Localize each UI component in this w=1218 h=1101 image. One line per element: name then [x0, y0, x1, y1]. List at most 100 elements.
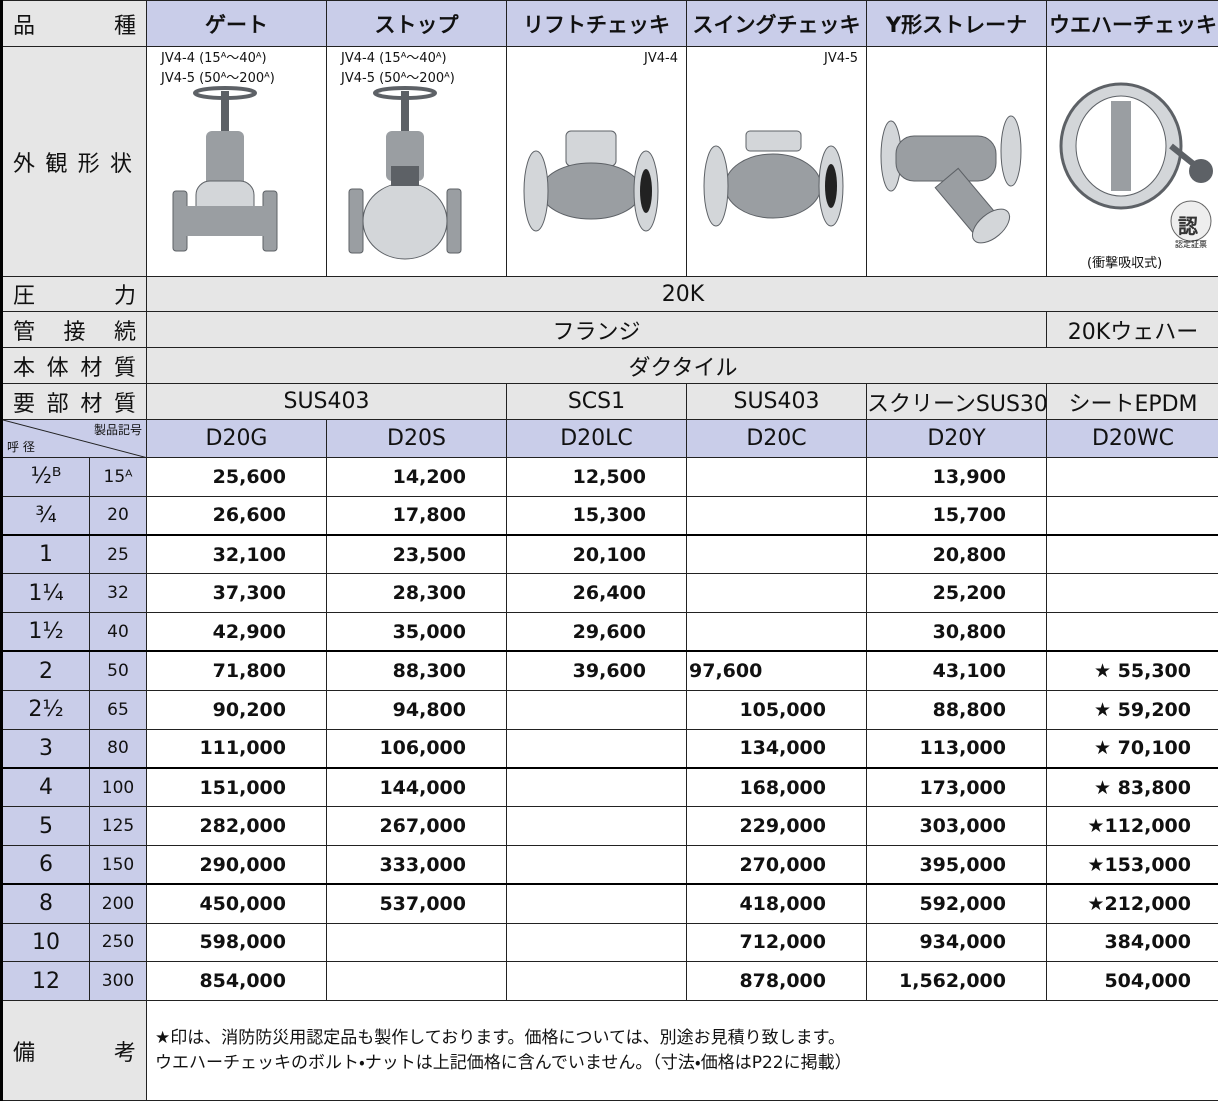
price-cell: 113,000	[867, 729, 1047, 768]
price-cell: 32,100	[147, 535, 327, 574]
price-cell: 106,000	[327, 729, 507, 768]
valve-photo	[691, 71, 861, 271]
model-note: JV4-4 (15ᴬ～40ᴬ)	[147, 47, 326, 67]
size-mm: 20	[90, 496, 147, 535]
price-cell: 712,000	[687, 923, 867, 962]
price-cell: ★112,000	[1047, 807, 1218, 846]
price-cell: ★ 70,100	[1047, 729, 1218, 768]
row-label: 品 種	[2, 1, 147, 47]
price-cell: 144,000	[327, 768, 507, 807]
price-cell	[507, 923, 687, 962]
product-photo-cell: JV4-4 (15ᴬ～40ᴬ)JV4-5 (50ᴬ～200ᴬ)	[147, 47, 327, 277]
price-cell: 1,562,000	[867, 962, 1047, 1001]
size-inch: 4	[2, 768, 90, 807]
price-cell: ★ 55,300	[1047, 651, 1218, 690]
price-cell: 229,000	[687, 807, 867, 846]
size-inch: 1	[2, 535, 90, 574]
price-cell	[327, 962, 507, 1001]
size-mm: 80	[90, 729, 147, 768]
price-cell: 598,000	[147, 923, 327, 962]
size-mm: 200	[90, 884, 147, 923]
price-cell: 12,500	[507, 458, 687, 497]
size-mm: 150	[90, 845, 147, 884]
price-cell	[507, 768, 687, 807]
product-name: リフトチェッキ	[507, 1, 687, 47]
size-inch: ¾	[2, 496, 90, 535]
row-label: 要部材質	[2, 384, 147, 420]
row-label: 備 考	[2, 1001, 147, 1101]
approval-stamp: 認	[1178, 210, 1198, 239]
price-cell: 30,800	[867, 613, 1047, 652]
price-cell: 25,600	[147, 458, 327, 497]
model-note: JV4-5 (50ᴬ～200ᴬ)	[327, 67, 506, 87]
valve-photo	[331, 71, 501, 271]
product-code: D20Y	[867, 420, 1047, 458]
row-label: 管 接 続	[2, 312, 147, 348]
price-cell: 384,000	[1047, 923, 1218, 962]
model-note: JV4-4	[507, 47, 686, 67]
table-row: 本体材質ダクタイル	[2, 348, 1218, 384]
price-cell: 395,000	[867, 845, 1047, 884]
price-cell: 15,300	[507, 496, 687, 535]
size-mm: 15ᴬ	[90, 458, 147, 497]
model-note: (衝撃吸収式)	[1087, 255, 1162, 272]
price-cell: 290,000	[147, 845, 327, 884]
price-cell: 28,300	[327, 574, 507, 613]
product-photo-cell: (衝撃吸収式) 認認定証票	[1047, 47, 1218, 277]
price-cell: 934,000	[867, 923, 1047, 962]
size-inch: 3	[2, 729, 90, 768]
table-row: 備 考 ★印は、消防防災用認定品も製作しております。価格については、別途お見積り致…	[2, 1001, 1218, 1101]
size-inch: 2	[2, 651, 90, 690]
product-name: スイングチェッキ	[687, 1, 867, 47]
size-inch: 1½	[2, 613, 90, 652]
price-cell: 14,200	[327, 458, 507, 497]
model-note: JV4-5	[687, 47, 866, 67]
product-code: D20WC	[1047, 420, 1218, 458]
valve-photo	[151, 71, 321, 271]
size-inch: 12	[2, 962, 90, 1001]
price-cell: 15,700	[867, 496, 1047, 535]
size-inch: 10	[2, 923, 90, 962]
price-cell: ★ 83,800	[1047, 768, 1218, 807]
size-mm: 250	[90, 923, 147, 962]
price-cell: 267,000	[327, 807, 507, 846]
price-cell: 418,000	[687, 884, 867, 923]
price-cell: 592,000	[867, 884, 1047, 923]
size-mm: 40	[90, 613, 147, 652]
price-cell: 854,000	[147, 962, 327, 1001]
size-inch: 6	[2, 845, 90, 884]
price-cell: 88,300	[327, 651, 507, 690]
product-photo-cell: JV4-4 (15ᴬ～40ᴬ)JV4-5 (50ᴬ～200ᴬ)	[327, 47, 507, 277]
price-cell	[1047, 458, 1218, 497]
model-note: JV4-4 (15ᴬ～40ᴬ)	[327, 47, 506, 67]
price-cell: 17,800	[327, 496, 507, 535]
price-cell: 134,000	[687, 729, 867, 768]
row-label: 本体材質	[2, 348, 147, 384]
valve-photo	[511, 71, 681, 271]
price-cell: 97,600	[687, 651, 867, 690]
stamp-caption: 認定証票	[1175, 239, 1207, 250]
price-cell	[687, 496, 867, 535]
pressure-value: 20K	[147, 277, 1218, 312]
price-cell	[507, 690, 687, 729]
size-inch: 5	[2, 807, 90, 846]
size-mm: 32	[90, 574, 147, 613]
price-cell: 450,000	[147, 884, 327, 923]
price-cell: 111,000	[147, 729, 327, 768]
remark-line: ★印は、消防防災用認定品も製作しております。価格については、別途お見積り致します…	[155, 1026, 1218, 1051]
size-inch: ½ᴮ	[2, 458, 90, 497]
price-cell: 42,900	[147, 613, 327, 652]
material-value: SCS1	[507, 384, 687, 420]
